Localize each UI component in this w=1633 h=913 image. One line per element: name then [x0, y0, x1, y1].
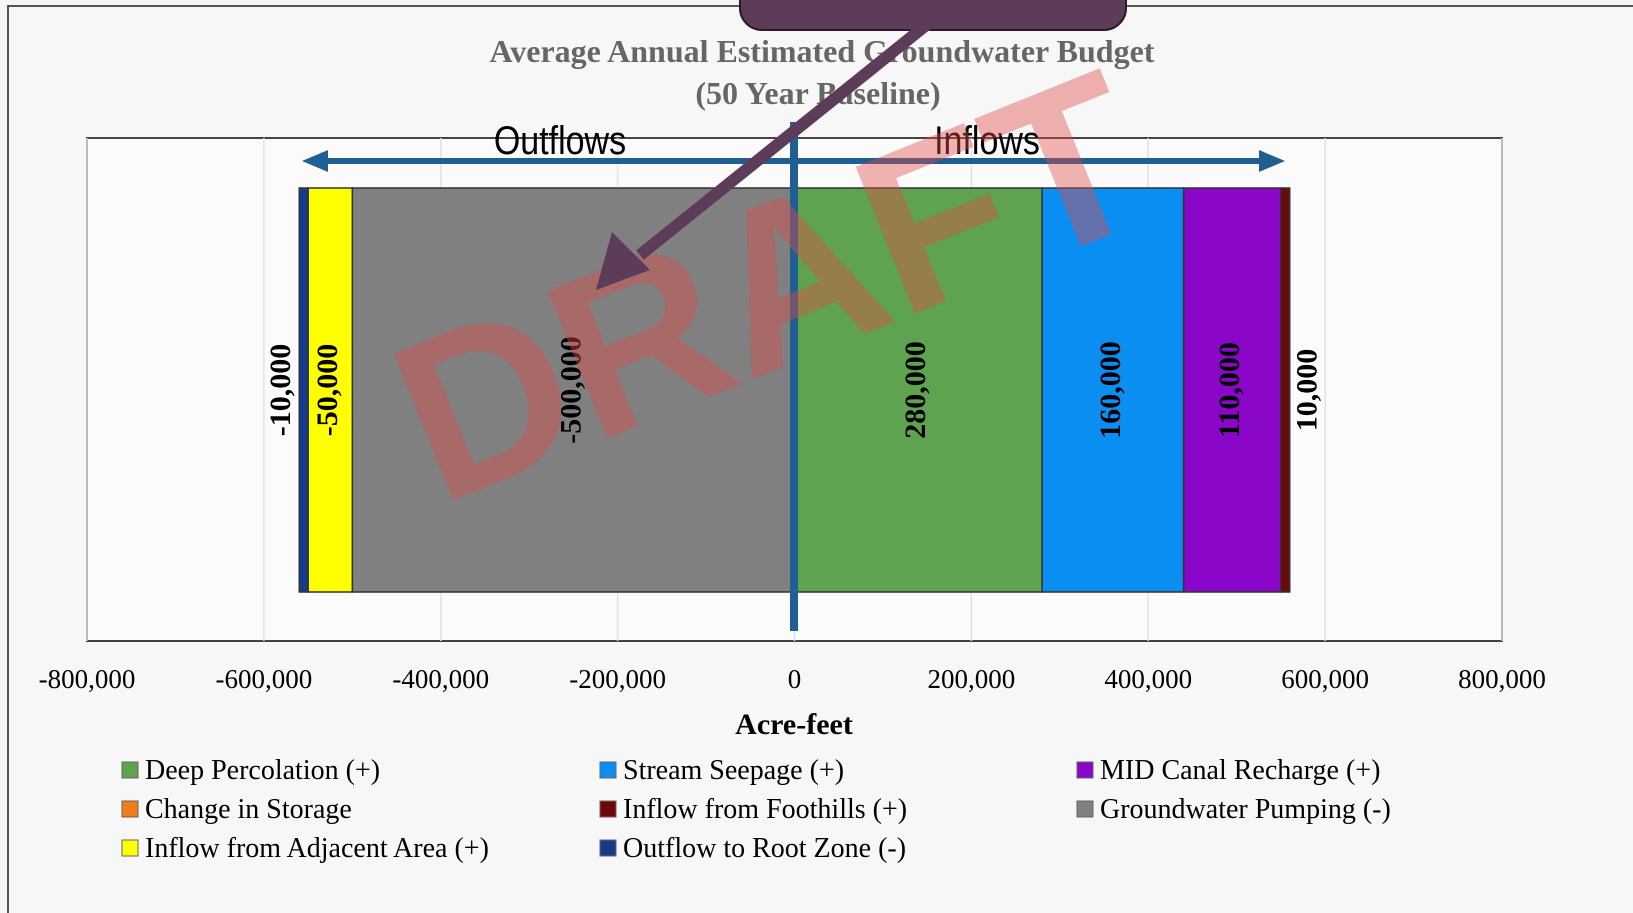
legend-label: Change in Storage [145, 794, 352, 825]
legend-swatch [599, 761, 617, 779]
legend-swatch [121, 800, 139, 818]
legend-label: Outflow to Root Zone (-) [623, 833, 906, 864]
callout-box [739, 0, 1127, 31]
bar-segment [793, 187, 1043, 593]
x-tick-label: -200,000 [569, 664, 666, 694]
legend-label: Inflow from Adjacent Area (+) [145, 833, 489, 864]
callout-arrow-head [596, 232, 650, 290]
bars [298, 187, 1291, 593]
data-label: 160,000 [1094, 341, 1127, 439]
data-label: 280,000 [899, 341, 932, 439]
legend-label: Deep Percolation (+) [145, 755, 380, 786]
x-tick-label: -400,000 [392, 664, 489, 694]
outflows-label: Outflows [494, 117, 626, 162]
legend-label: Groundwater Pumping (-) [1100, 794, 1391, 825]
x-axis: -800,000 -600,000 -400,000 -200,000 0 200,000… [39, 664, 1546, 694]
x-tick-label: 600,000 [1281, 664, 1369, 694]
x-tick-label: 200,000 [928, 664, 1016, 694]
data-label: -500,000 [554, 336, 587, 444]
data-label: 10,000 [1291, 349, 1324, 432]
x-tick-label: 400,000 [1104, 664, 1192, 694]
flow-arrow-head-right [1259, 150, 1285, 172]
legend-swatch [121, 839, 139, 857]
x-tick-label: 0 [788, 664, 802, 694]
x-tick-label: -800,000 [39, 664, 136, 694]
callout-arrow [636, 17, 934, 260]
legend-swatch [599, 800, 617, 818]
legend: Deep Percolation (+) Stream Seepage (+) MI… [121, 755, 1391, 864]
x-tick-label: 800,000 [1458, 664, 1546, 694]
inflows-label: Inflows [934, 117, 1040, 162]
bar-segment [1182, 187, 1282, 593]
bar-segment [298, 187, 309, 593]
legend-swatch [121, 761, 139, 779]
bar-segment [1041, 187, 1185, 593]
x-tick-label: -600,000 [216, 664, 313, 694]
flow-arrow-head-left [302, 150, 328, 172]
data-label: -50,000 [311, 344, 344, 437]
bar-segment [307, 187, 354, 593]
legend-label: Stream Seepage (+) [623, 755, 844, 786]
legend-label: MID Canal Recharge (+) [1100, 755, 1380, 786]
data-labels: 280,000 160,000 110,000 10,000 -500,000 -50,0… [264, 336, 1324, 444]
legend-swatch [1076, 761, 1094, 779]
legend-label: Inflow from Foothills (+) [623, 794, 907, 825]
legend-swatch [1076, 800, 1094, 818]
legend-swatch [599, 839, 617, 857]
data-label: 110,000 [1213, 342, 1246, 438]
bar-segment [1280, 187, 1291, 593]
chart-title: Average Annual Estimated Groundwater Bud… [490, 33, 1155, 69]
data-label: -10,000 [264, 344, 297, 437]
x-axis-title: Acre-feet [735, 708, 853, 741]
